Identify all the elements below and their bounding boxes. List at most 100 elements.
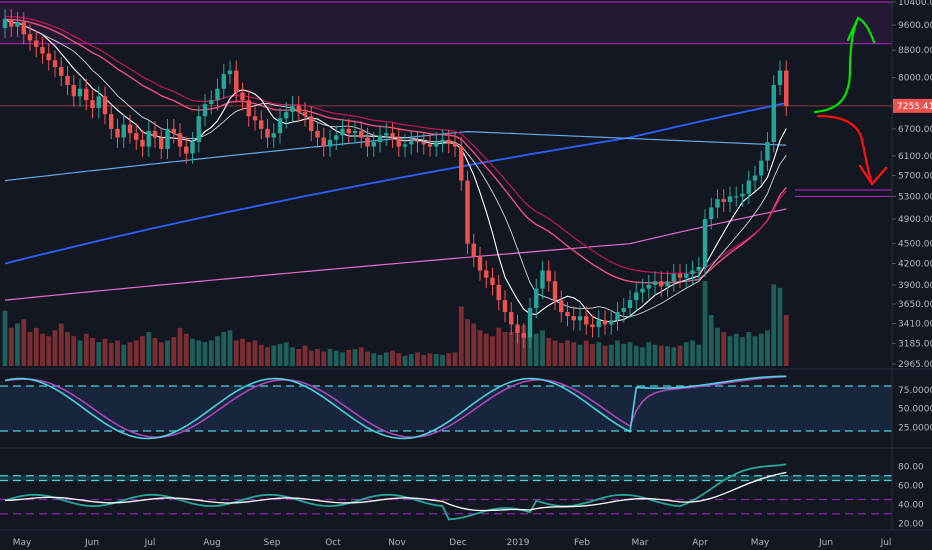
volume-bar	[358, 347, 364, 366]
volume-bar	[2, 310, 8, 366]
volume-bar	[740, 337, 745, 366]
candle	[621, 308, 626, 313]
candle	[209, 100, 214, 105]
price-tick-label: 6100.00	[898, 152, 932, 162]
candle	[490, 277, 495, 285]
candle	[34, 40, 39, 47]
volume-bar	[152, 337, 158, 366]
volume-bar	[308, 350, 314, 366]
candle	[309, 116, 314, 131]
down-arrow-icon	[816, 114, 888, 186]
volume-bar	[165, 340, 170, 366]
volume-bar	[727, 336, 733, 366]
volume-bar	[58, 323, 64, 366]
rsi-axis-label: 40.00	[898, 500, 924, 510]
rsi-axis-label: 80.00	[898, 462, 924, 472]
candle	[440, 139, 445, 143]
volume-bar	[408, 354, 414, 366]
volume-bar	[440, 354, 445, 366]
candle	[365, 137, 370, 147]
time-axis-label: Nov	[388, 538, 406, 548]
volume-bar	[46, 336, 52, 366]
volume-bar	[583, 340, 589, 366]
candle	[165, 128, 170, 149]
candle	[171, 128, 176, 134]
time-axis-label: Jul	[144, 538, 156, 548]
candle	[184, 146, 189, 154]
candle	[221, 74, 226, 89]
volume-bar	[327, 349, 333, 366]
volume-bar	[427, 353, 433, 366]
candle	[559, 300, 564, 313]
candle	[709, 207, 714, 220]
rsi-line	[4, 463, 787, 521]
volume-bar	[265, 347, 270, 366]
candle	[427, 144, 433, 147]
volume-bar	[27, 332, 33, 366]
time-axis-label: Jun	[84, 538, 99, 548]
candle	[415, 141, 420, 143]
candle	[52, 60, 58, 68]
volume-bar	[371, 353, 377, 366]
candle	[9, 19, 14, 27]
candle	[377, 135, 383, 143]
volume-bar	[221, 332, 227, 366]
candle	[677, 274, 683, 278]
candle	[202, 104, 208, 117]
volume-bar	[721, 332, 727, 366]
stoch-d-line	[4, 375, 787, 439]
candle	[102, 96, 108, 115]
candle	[146, 130, 151, 147]
candle	[409, 141, 414, 145]
volume-bar	[90, 337, 95, 366]
candle	[452, 142, 458, 147]
candle	[477, 256, 483, 271]
volume-bar	[683, 342, 689, 366]
candle	[252, 116, 258, 121]
candle	[284, 112, 289, 119]
candle	[115, 128, 120, 138]
candle	[459, 146, 464, 181]
volume-bar	[15, 323, 20, 366]
volume-bar	[396, 353, 402, 366]
volume-bar	[490, 336, 495, 366]
candle	[296, 106, 301, 113]
candle	[771, 84, 776, 143]
volume-bar	[783, 315, 789, 366]
candle	[259, 120, 264, 129]
candle	[465, 180, 470, 244]
candle	[240, 92, 245, 101]
stochastic-rsi-pane: 75.0000 50.0000 25.0000	[0, 375, 932, 440]
candle	[552, 281, 558, 301]
candle	[234, 70, 239, 93]
volume-bar	[21, 319, 27, 366]
volume-bar	[702, 281, 708, 366]
candle	[302, 112, 308, 117]
rsi-pane: 80.00 60.00 40.00 20.00	[0, 462, 924, 529]
candle	[384, 133, 389, 136]
candle	[96, 96, 101, 109]
candle	[371, 142, 376, 147]
candle	[446, 139, 451, 143]
candle	[659, 281, 664, 287]
current-price-badge	[893, 98, 932, 113]
candle	[715, 199, 720, 208]
ma-line-purple	[4, 208, 787, 301]
candle	[734, 196, 739, 198]
volume-bar	[533, 333, 539, 366]
candle	[109, 114, 114, 129]
candle	[646, 284, 651, 289]
volume-bar	[527, 336, 533, 366]
price-tick-label: 9600.00	[898, 21, 932, 31]
volume-bar	[433, 354, 439, 366]
candle	[315, 130, 320, 138]
volume-bar	[102, 338, 108, 366]
candle	[290, 106, 295, 113]
candle	[484, 270, 489, 278]
volume-bar	[571, 342, 577, 366]
price-tick-label: 3900.00	[898, 281, 932, 291]
ma-line-magenta	[4, 15, 787, 275]
time-axis-label: 2019	[507, 538, 530, 548]
volume-bar	[83, 333, 89, 366]
